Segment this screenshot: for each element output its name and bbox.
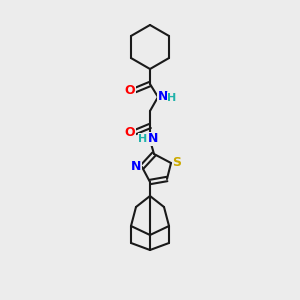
Text: N: N [158, 89, 168, 103]
Text: N: N [131, 160, 141, 173]
Text: O: O [125, 85, 135, 98]
Text: O: O [125, 127, 135, 140]
Text: H: H [138, 134, 148, 144]
Text: H: H [167, 93, 177, 103]
Text: N: N [148, 133, 158, 146]
Text: S: S [172, 157, 182, 169]
